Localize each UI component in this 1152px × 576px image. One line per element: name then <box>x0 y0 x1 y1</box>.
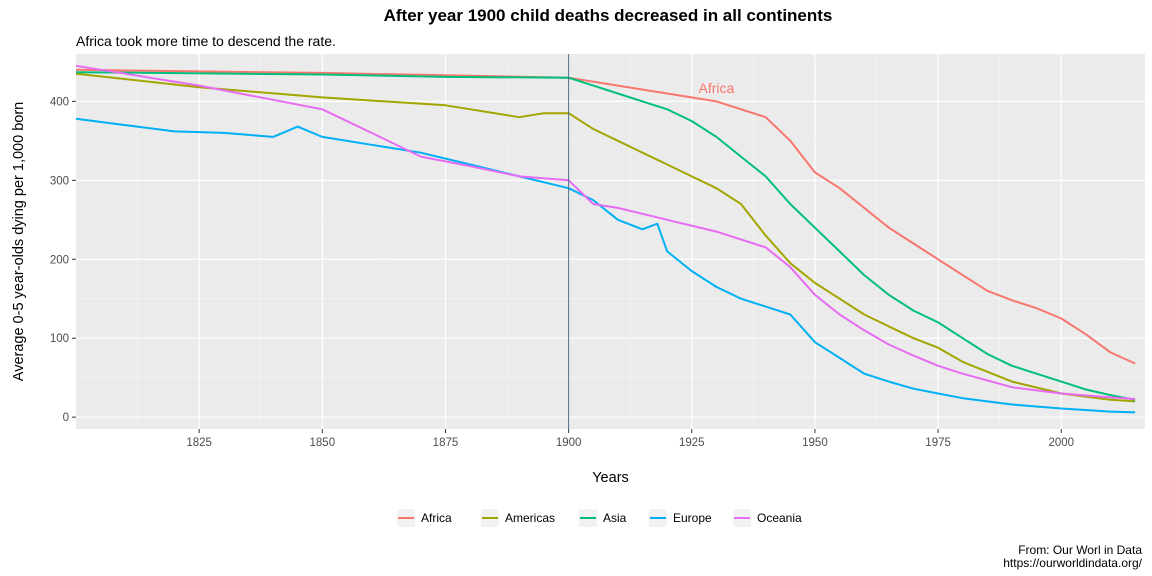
series-line-europe <box>75 117 1136 414</box>
series-line-americas <box>75 72 1136 403</box>
caption-line-source: From: Our Worl in Data <box>1018 543 1142 557</box>
series-lines <box>75 64 1136 414</box>
y-tick-label: 200 <box>50 254 69 266</box>
source-caption: From: Our Worl in Data https://ourworldi… <box>1003 544 1142 570</box>
x-tick-label: 2000 <box>1048 437 1074 449</box>
legend-label-oceania: Oceania <box>757 511 802 525</box>
y-axis-title: Average 0-5 year-olds dying per 1,000 bo… <box>11 102 27 381</box>
legend-label-europe: Europe <box>673 511 712 525</box>
y-tick-label: 0 <box>63 412 69 424</box>
x-tick-label: 1825 <box>186 437 212 449</box>
x-tick-label: 1850 <box>310 437 336 449</box>
y-tick-label: 100 <box>50 333 69 345</box>
x-tick-label: 1875 <box>433 437 459 449</box>
x-tick-label: 1925 <box>679 437 705 449</box>
x-tick-label: 1975 <box>925 437 951 449</box>
chart-title: After year 1900 child deaths decreased i… <box>383 6 833 25</box>
legend-label-africa: Africa <box>421 511 452 525</box>
x-axis-ticks: 1825 1850 1875 1900 1925 1950 1975 2000 <box>186 429 1074 449</box>
y-axis-ticks: 0 100 200 300 400 <box>50 96 76 424</box>
legend-label-americas: Americas <box>505 511 555 525</box>
series-line-oceania <box>75 64 1136 400</box>
x-tick-label: 1950 <box>802 437 828 449</box>
caption-line-url: https://ourworldindata.org/ <box>1003 556 1142 570</box>
x-tick-label: 1900 <box>556 437 582 449</box>
y-tick-label: 400 <box>50 96 69 108</box>
plot-panel <box>76 54 1145 429</box>
x-axis-title: Years <box>592 470 629 486</box>
africa-annotation: Africa <box>699 80 735 96</box>
y-tick-label: 300 <box>50 175 69 187</box>
legend: Africa Americas Asia Europe Oceania <box>397 509 802 527</box>
legend-label-asia: Asia <box>603 511 627 525</box>
major-gridlines <box>76 54 1145 429</box>
minor-gridlines <box>76 54 1145 429</box>
series-line-asia <box>75 71 1136 401</box>
chart-subtitle: Africa took more time to descend the rat… <box>76 33 336 49</box>
